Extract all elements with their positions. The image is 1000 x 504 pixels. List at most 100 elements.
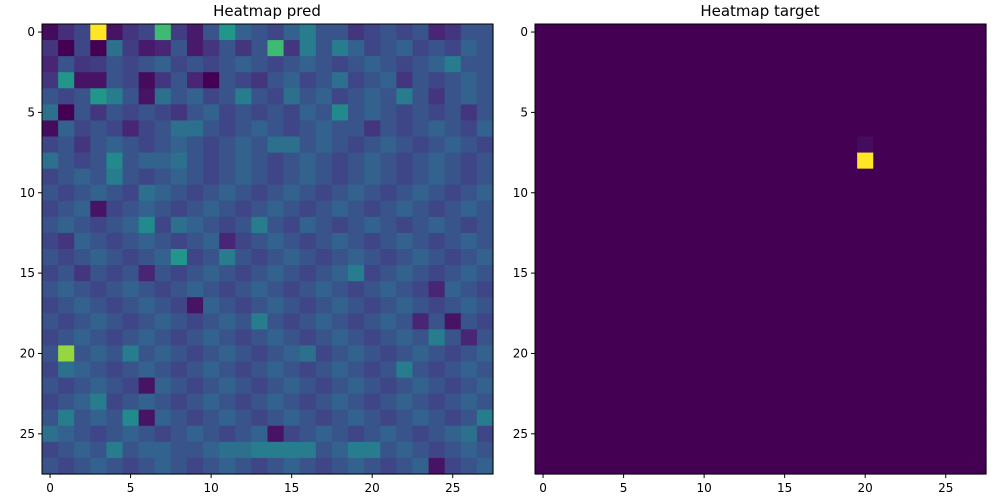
heatmap-target-cell [808, 393, 826, 411]
heatmap-pred-cell [460, 409, 478, 427]
heatmap-pred-cell [299, 168, 317, 186]
heatmap-target-cell [824, 104, 842, 122]
heatmap-pred-cell [267, 329, 285, 347]
heatmap-target-cell [841, 377, 858, 395]
heatmap-pred-cell [235, 232, 252, 250]
heatmap-pred-cell [331, 72, 349, 89]
heatmap-pred-cell [154, 393, 172, 411]
heatmap-target-cell [760, 441, 778, 459]
heatmap-pred-cell [203, 232, 220, 250]
heatmap-target-cell [953, 425, 971, 443]
heatmap-target-cell [889, 441, 907, 459]
heatmap-target-cell [792, 56, 810, 73]
heatmap-target-cell [583, 425, 601, 443]
heatmap-pred-cell [348, 56, 365, 73]
heatmap-target-cell [824, 265, 842, 282]
heatmap-pred-cell [283, 72, 301, 89]
heatmap-target-cell [889, 345, 907, 363]
heatmap-target-cell [873, 329, 890, 347]
heatmap-pred-cell [219, 56, 236, 73]
heatmap-target-cell [615, 56, 633, 73]
heatmap-target-cell [776, 216, 794, 234]
heatmap-target-cell [953, 120, 971, 138]
heatmap-target-cell [857, 313, 874, 330]
heatmap-pred-cell [364, 24, 381, 41]
heatmap-pred-cell [299, 345, 317, 363]
heatmap-target-cell [905, 24, 923, 41]
heatmap-pred-cell [299, 393, 317, 411]
heatmap-target-cell [535, 425, 552, 443]
heatmap-target-cell [889, 297, 907, 314]
heatmap-pred-cell [106, 313, 124, 330]
heatmap-pred-cell [460, 232, 478, 250]
heatmap-target-cell [824, 216, 842, 234]
heatmap-target-cell [969, 329, 987, 347]
heatmap-target-cell [776, 104, 794, 122]
heatmap-target-cell [953, 184, 971, 202]
heatmap-pred-cell [251, 329, 269, 347]
heatmap-target-cell [679, 72, 697, 89]
heatmap-pred-cell [315, 168, 333, 186]
heatmap-pred-cell [251, 441, 269, 459]
heatmap-target-cell [841, 441, 858, 459]
heatmap-pred-cell [74, 168, 91, 186]
heatmap-target-cell [535, 377, 552, 395]
heatmap-pred-cell [90, 152, 108, 170]
heatmap-pred-cell [299, 361, 317, 379]
heatmap-pred-cell [396, 345, 414, 363]
heatmap-pred-cell [90, 184, 108, 202]
heatmap-pred-cell [235, 56, 252, 73]
heatmap-pred-cell [396, 120, 414, 138]
heatmap-pred-cell [106, 88, 124, 105]
heatmap-target-cell [792, 441, 810, 459]
heatmap-pred-cell [428, 232, 446, 250]
heatmap-pred-cell [331, 168, 349, 186]
heatmap-target-cell [841, 200, 858, 218]
heatmap-pred-cell [42, 184, 59, 202]
heatmap-target-cell [776, 232, 794, 250]
heatmap-target-cell [921, 72, 939, 89]
heatmap-pred-cell [283, 377, 301, 395]
heatmap-target-cell [873, 361, 890, 379]
heatmap-target-cell [905, 104, 923, 122]
heatmap-pred-cell [412, 40, 430, 57]
heatmap-pred-cell [444, 24, 462, 41]
heatmap-pred-cell [154, 40, 172, 57]
heatmap-target-cell [647, 152, 665, 170]
heatmap-pred-cell [106, 265, 124, 282]
heatmap-pred-cell [364, 249, 381, 266]
heatmap-target-cell [824, 457, 842, 475]
heatmap-target-cell [728, 40, 745, 57]
heatmap-target-cell [841, 104, 858, 122]
heatmap-pred-cell [476, 393, 494, 411]
heatmap-target-cell [599, 281, 617, 298]
heatmap-pred-cell [315, 104, 333, 122]
heatmap-pred-cell [364, 56, 381, 73]
heatmap-target-cell [905, 425, 923, 443]
heatmap-target-cell [696, 200, 713, 218]
heatmap-target-cell [535, 104, 552, 122]
heatmap-target-cell [760, 457, 778, 475]
heatmap-target-cell [857, 377, 874, 395]
heatmap-target-cell [728, 232, 745, 250]
heatmap-pred-cell [170, 120, 188, 138]
heatmap-pred-cell [283, 184, 301, 202]
heatmap-pred-cell [235, 377, 252, 395]
heatmap-pred-cell [58, 377, 75, 395]
heatmap-target-cell [808, 184, 826, 202]
heatmap-pred-cell [428, 425, 446, 443]
heatmap-target-cell [808, 457, 826, 475]
heatmap-pred-cell [412, 409, 430, 427]
heatmap-pred-cell [90, 200, 108, 218]
heatmap-target-y-tick-label: 10 [513, 186, 528, 200]
heatmap-target-cell [808, 56, 826, 73]
heatmap-pred-cell [219, 24, 236, 41]
heatmap-pred-cell [315, 361, 333, 379]
heatmap-pred-cell [235, 72, 252, 89]
heatmap-pred-cell [58, 281, 75, 298]
heatmap-pred-cell [42, 393, 59, 411]
heatmap-pred-cell [444, 409, 462, 427]
heatmap-target-cell [889, 361, 907, 379]
heatmap-pred-cell [106, 425, 124, 443]
heatmap-target-cell [921, 345, 939, 363]
